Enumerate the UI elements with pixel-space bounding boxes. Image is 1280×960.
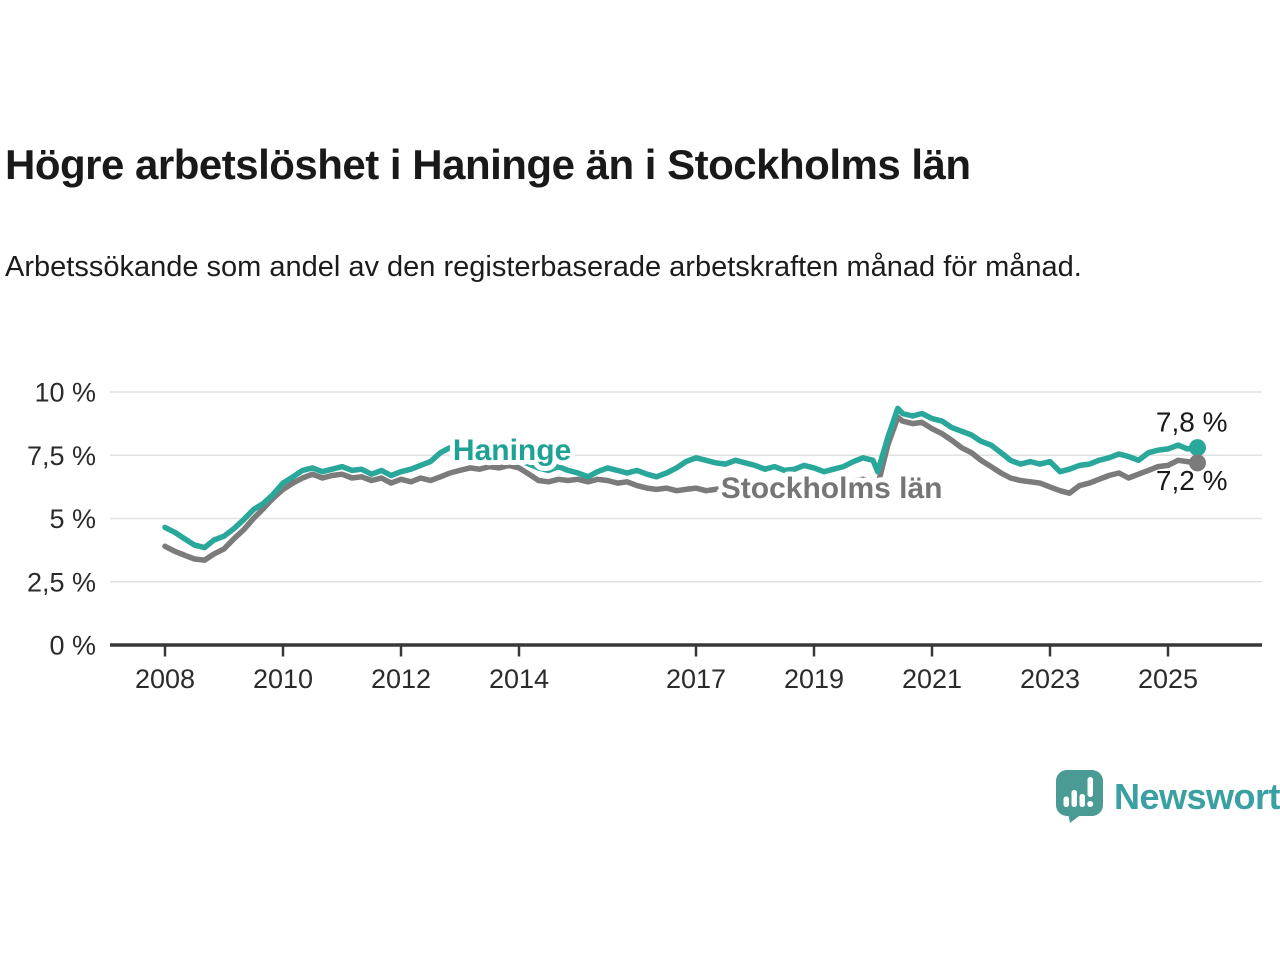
logo-exclamation-dot — [1087, 801, 1094, 807]
x-tick-label: 2008 — [135, 664, 195, 694]
chart-subtitle: Arbetssökande som andel av den registerb… — [5, 251, 1082, 283]
haninge-line — [162, 405, 1201, 551]
newsworthy-wordmark: Newsworthy — [1114, 775, 1280, 817]
x-tick-label: 2019 — [784, 664, 844, 694]
y-tick-label: 0 % — [49, 631, 96, 661]
logo-bar-short — [1079, 794, 1085, 807]
chart-title: Högre arbetslöshet i Haninge än i Stockh… — [5, 141, 971, 188]
y-tick-label: 2,5 % — [27, 567, 96, 597]
stockholms-lan-end-value-label: 7,2 % — [1156, 465, 1228, 496]
y-tick-label: 5 % — [49, 504, 96, 534]
x-tick-label: 2012 — [371, 664, 431, 694]
y-tick-label: 10 % — [34, 378, 96, 408]
logo-bar-small — [1063, 796, 1069, 807]
stockholms-lan-end-dot — [1189, 454, 1206, 472]
x-tick-label: 2017 — [666, 664, 726, 694]
logo-exclamation-bar — [1087, 777, 1093, 797]
haninge-series-label: Haninge — [453, 434, 571, 467]
y-tick-label: 7,5 % — [27, 441, 96, 471]
newsworthy-brand: Newsworthy — [1056, 770, 1280, 823]
stockholms-lan-series-label: Stockholms län — [721, 472, 943, 505]
logo-bar-medium — [1071, 790, 1077, 807]
x-tick-label: 2023 — [1020, 664, 1080, 694]
stockholms-lan-line — [162, 414, 1201, 563]
x-tick-label: 2010 — [253, 664, 313, 694]
newsworthy-logo-icon — [1056, 770, 1103, 823]
x-tick-label: 2014 — [489, 664, 549, 694]
x-tick-label: 2025 — [1138, 664, 1198, 694]
x-tick-label: 2021 — [902, 664, 962, 694]
haninge-end-value-label: 7,8 % — [1156, 407, 1228, 438]
haninge-end-dot — [1189, 439, 1206, 457]
